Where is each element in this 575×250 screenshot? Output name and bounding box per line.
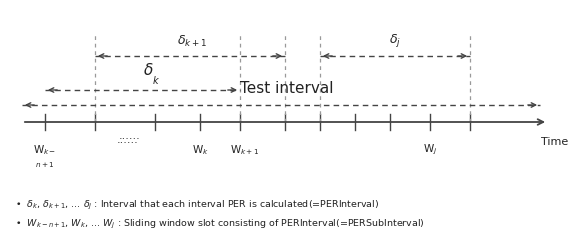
Text: $\delta_j$: $\delta_j$: [389, 32, 401, 49]
Text: ......: ......: [117, 134, 139, 144]
Text: W$_{k+1}$: W$_{k+1}$: [230, 142, 260, 156]
Text: W$_{k-}$
$_{n+1}$: W$_{k-}$ $_{n+1}$: [33, 142, 57, 170]
Text: $k$: $k$: [152, 74, 160, 86]
Text: W$_k$: W$_k$: [191, 142, 208, 156]
Text: $\delta_{k+1}$: $\delta_{k+1}$: [177, 34, 207, 49]
Text: ......: ......: [119, 130, 141, 140]
Text: Test interval: Test interval: [240, 81, 334, 96]
Text: •  $\delta_k$, $\delta_{k+1}$, ... $\delta_j$ : Interval that each interval PER : • $\delta_k$, $\delta_{k+1}$, ... $\delt…: [15, 198, 380, 211]
Text: •  $W_{k-n+1}$, $W_k$, ... $W_j$ : Sliding window slot consisting of PERInterval: • $W_{k-n+1}$, $W_k$, ... $W_j$ : Slidin…: [15, 217, 425, 230]
Text: W$_j$: W$_j$: [423, 142, 437, 157]
Text: Time: Time: [542, 136, 569, 146]
Text: $\delta$: $\delta$: [143, 62, 154, 78]
